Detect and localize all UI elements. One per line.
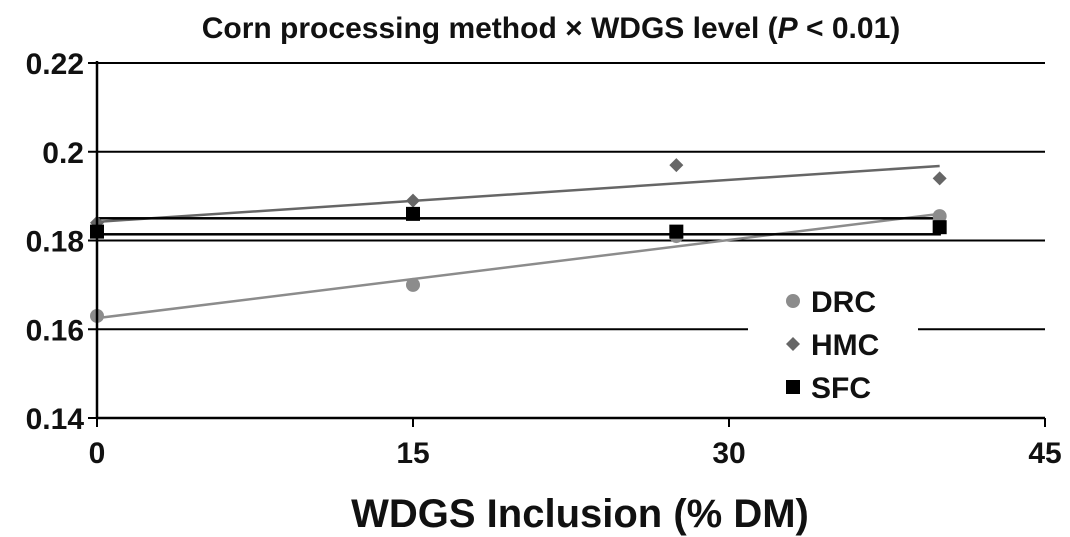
y-tick-label-0.22: 0.22 [26, 48, 84, 81]
legend: DRC HMC SFC [786, 286, 879, 405]
legend-marker-drc [786, 294, 800, 308]
y-tick-label-0.18: 0.18 [26, 226, 84, 259]
legend-background [748, 276, 918, 412]
data-points [90, 158, 947, 323]
legend-marker-sfc [786, 380, 800, 394]
axes [88, 61, 1046, 427]
x-tick-label-45: 45 [1028, 437, 1061, 470]
point-sfc-3 [932, 220, 947, 235]
legend-label-drc: DRC [811, 286, 876, 319]
x-tick-label-30: 30 [712, 437, 745, 470]
x-tick-label-0: 0 [89, 437, 106, 470]
trend-line-drc [96, 212, 940, 320]
point-sfc-2 [669, 224, 684, 239]
point-drc-1 [406, 277, 420, 292]
y-tick-labels: 0.14 0.16 0.18 0.2 0.22 [26, 48, 85, 436]
x-axis-label: WDGS Inclusion (% DM) [351, 492, 809, 536]
chart-title: Corn processing method × WDGS level (P <… [202, 12, 901, 45]
point-drc-3 [932, 209, 947, 224]
trend-line-hmc [96, 164, 940, 224]
legend-label-hmc: HMC [811, 329, 879, 362]
point-sfc-1 [406, 206, 420, 221]
point-hmc-2 [669, 158, 684, 173]
point-hmc-3 [932, 171, 947, 186]
y-tick-label-0.2: 0.2 [42, 137, 84, 170]
x-tick-label-15: 15 [396, 437, 429, 470]
point-hmc-1 [406, 193, 420, 208]
trend-line-sfc [95, 217, 941, 236]
legend-marker-hmc [786, 337, 800, 351]
legend-label-sfc: SFC [811, 372, 871, 405]
x-tick-labels: 0 15 30 45 [89, 437, 1062, 470]
y-tick-label-0.14: 0.14 [26, 403, 85, 436]
y-tick-label-0.16: 0.16 [26, 314, 84, 347]
